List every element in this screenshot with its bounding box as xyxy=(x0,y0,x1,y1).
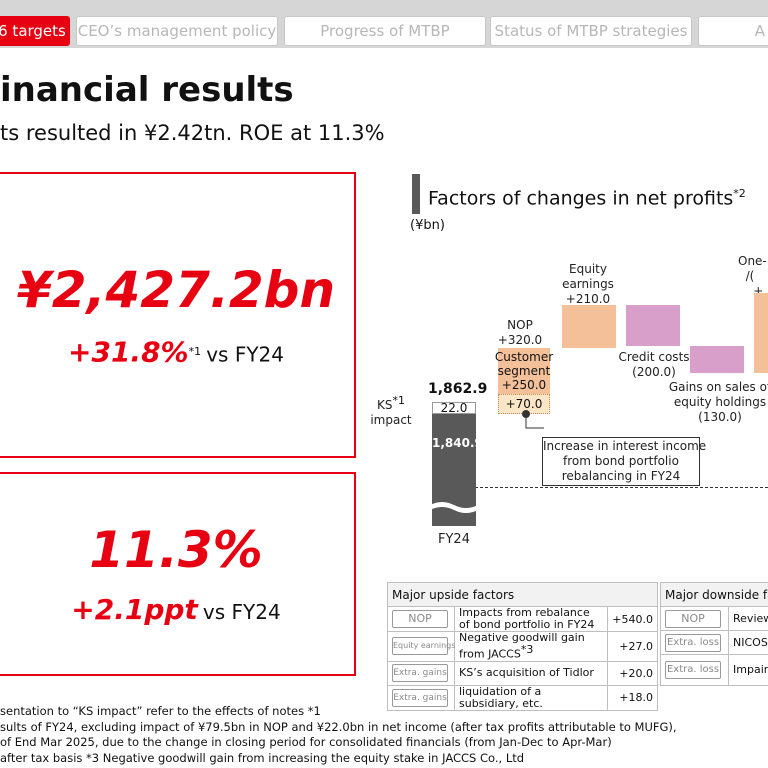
row-desc: KS’s acquisition of Tidlor xyxy=(453,660,609,686)
tag-extra-gains: Extra. gains xyxy=(392,688,448,707)
roe-change: +2.1ppt xyxy=(71,593,198,626)
row-desc: Impacts from rebalance of bond portfolio… xyxy=(453,606,609,632)
row-value: +27.0 xyxy=(607,631,658,662)
upside-factors-table: Major upside factors NOP Impacts from re… xyxy=(387,582,658,711)
fy24-axis-label: FY24 xyxy=(438,532,470,547)
tab-bar: 6 targets CEO’s management policy Progre… xyxy=(0,0,768,48)
footnotes: sentation to “KS impact” refer to the ef… xyxy=(0,704,677,766)
fy24-base-label: 1,840.9 xyxy=(432,436,483,450)
table-row: Extra. gains KS’s acquisition of Tidlor … xyxy=(387,660,658,686)
row-desc: Impairme bank's su xyxy=(728,654,768,686)
bar-one-off xyxy=(754,293,768,373)
roe-value: 11.3% xyxy=(89,521,263,579)
chart-title-accent xyxy=(412,174,420,214)
tab-progress-of-mtbp[interactable]: Progress of MTBP xyxy=(284,16,486,46)
bar-gains-on-sales xyxy=(690,346,744,373)
row-value: +18.0 xyxy=(607,684,658,711)
tag-extra-gains: Extra. gains xyxy=(392,664,448,683)
bar-ks-impact xyxy=(432,402,476,414)
net-profit-kpi-box: ¥2,427.2bn +31.8%*1 vs FY24 xyxy=(0,172,356,458)
interest-income-callout: Increase in interest income from bond por… xyxy=(542,437,706,486)
row-desc: NICOS sy xyxy=(728,630,768,655)
nop-label: NOP +320.0 xyxy=(497,318,543,347)
tag-extra-loss: Extra. loss xyxy=(665,661,721,679)
note-mark: *1 xyxy=(188,345,202,358)
row-desc: liquidation of a subsidiary, etc. xyxy=(453,684,609,711)
tab-partial[interactable]: A xyxy=(698,16,768,46)
table-row: Extra. loss NICOS sy xyxy=(660,630,768,655)
tab-status-of-mtbp-strategies[interactable]: Status of MTBP strategies xyxy=(490,16,692,46)
one-off-label: One- /( + xyxy=(738,254,767,298)
table-row: NOP Impacts from rebalance of bond portf… xyxy=(387,606,658,632)
tag-nop: NOP xyxy=(392,610,448,628)
net-profit-change-line: +31.8%*1 vs FY24 xyxy=(0,334,354,374)
credit-costs-label: Credit costs (200.0) xyxy=(618,350,690,379)
row-value: +540.0 xyxy=(607,606,658,632)
axis-break-icon xyxy=(430,502,478,513)
bar-equity-earnings xyxy=(562,305,616,348)
net-profit-compare: vs FY24 xyxy=(206,342,284,367)
footnote-line: sentation to “KS impact” refer to the ef… xyxy=(0,704,321,718)
chart-title: Factors of changes in net profits*2 xyxy=(428,187,746,210)
footnote-line: sults of FY24, excluding impact of ¥79.5… xyxy=(0,719,677,734)
chart-unit: (¥bn) xyxy=(410,218,445,233)
equity-earnings-label: Equity earnings +210.0 xyxy=(562,262,614,306)
footnote-line: of End Mar 2025, due to the change in cl… xyxy=(0,735,612,749)
downside-factors-clip: Major downside fac NOP Review o hedging … xyxy=(660,582,768,698)
page-subtitle: ts resulted in ¥2.42tn. ROE at 11.3% xyxy=(0,121,385,145)
tab-6-targets[interactable]: 6 targets xyxy=(0,16,70,46)
downside-factors-table: Major downside fac NOP Review o hedging … xyxy=(660,582,768,686)
fy24-total-label: 1,862.9 xyxy=(428,381,488,397)
row-desc: Negative goodwill gain from JACCS*3 xyxy=(453,631,609,662)
footnote-line: after tax basis *3 Negative goodwill gai… xyxy=(0,750,525,765)
net-profit-change: +31.8% xyxy=(68,335,189,369)
interest-income-label: +70.0 xyxy=(505,397,543,411)
tab-ceo-management-policy[interactable]: CEO’s management policy xyxy=(76,16,278,46)
bar-customer-segment xyxy=(498,348,550,394)
waterfall-chart: 1,840.9 1,862.9 FY24 22.0 KS*1 impact NOP… xyxy=(370,254,768,547)
downside-title: Major downside fac xyxy=(660,582,768,607)
table-row: Extra. loss Impairme bank's su xyxy=(660,654,768,686)
ks-impact-label: KS*1 impact xyxy=(370,394,412,427)
bar-credit-costs xyxy=(626,305,680,346)
gains-on-sales-label: Gains on sales of equity holdings (130.0) xyxy=(668,380,768,424)
table-row: Equity earnings Negative goodwill gain f… xyxy=(387,631,658,662)
tag-extra-loss: Extra. loss xyxy=(665,633,721,652)
roe-kpi-box: 11.3% +2.1ppt vs FY24 xyxy=(0,472,356,676)
tag-nop: NOP xyxy=(665,609,721,628)
page-title: inancial results xyxy=(0,70,294,110)
net-profit-value: ¥2,427.2bn xyxy=(16,261,336,319)
roe-change-line: +2.1ppt vs FY24 xyxy=(0,592,354,632)
customer-segment-label: Customer segment +250.0 xyxy=(494,350,554,392)
table-row: Extra. gains liquidation of a subsidiary… xyxy=(387,684,658,711)
callout-leader xyxy=(522,410,544,429)
row-desc: Review o hedging xyxy=(728,606,768,631)
ks-value-label: 22.0 xyxy=(440,401,468,415)
upside-title: Major upside factors xyxy=(387,582,658,607)
chart-dashed-baseline xyxy=(460,487,768,488)
roe-compare: vs FY24 xyxy=(202,600,281,624)
tag-equity-earnings: Equity earnings xyxy=(392,637,455,656)
table-row: NOP Review o hedging xyxy=(660,606,768,631)
row-value: +20.0 xyxy=(607,660,658,686)
